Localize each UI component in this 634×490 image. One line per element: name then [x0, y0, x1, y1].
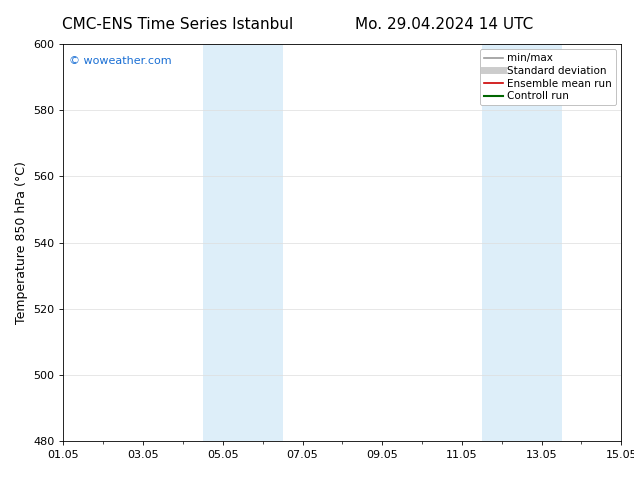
- Bar: [482, 44, 562, 441]
- Y-axis label: Temperature 850 hPa (°C): Temperature 850 hPa (°C): [15, 161, 27, 324]
- Text: CMC-ENS Time Series Istanbul: CMC-ENS Time Series Istanbul: [62, 17, 293, 32]
- Text: © woweather.com: © woweather.com: [69, 56, 172, 66]
- Text: Mo. 29.04.2024 14 UTC: Mo. 29.04.2024 14 UTC: [354, 17, 533, 32]
- Bar: [203, 44, 283, 441]
- Legend: min/max, Standard deviation, Ensemble mean run, Controll run: min/max, Standard deviation, Ensemble me…: [480, 49, 616, 105]
